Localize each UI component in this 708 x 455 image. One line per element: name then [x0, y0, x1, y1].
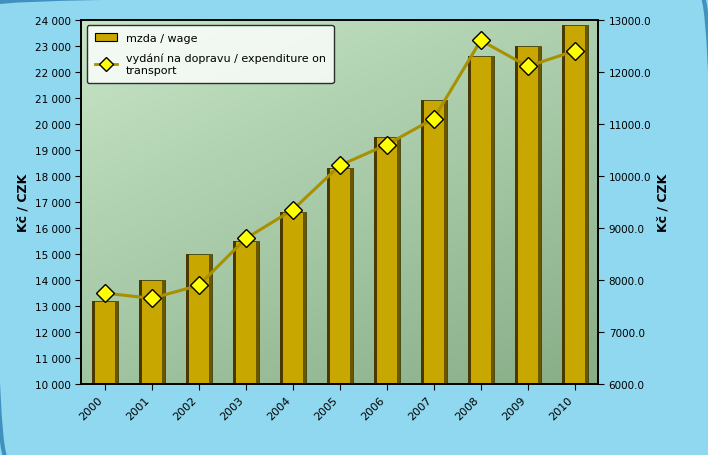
Bar: [139, 280, 142, 384]
Bar: [421, 101, 424, 384]
Bar: [256, 242, 259, 384]
Bar: [280, 213, 283, 384]
Bar: [444, 101, 447, 384]
Bar: [468, 57, 471, 384]
Bar: [161, 280, 165, 384]
Bar: [374, 137, 400, 384]
Bar: [303, 213, 306, 384]
Bar: [139, 280, 165, 384]
Bar: [115, 301, 118, 384]
Y-axis label: Kč / CZK: Kč / CZK: [657, 173, 670, 232]
Bar: [515, 46, 518, 384]
Bar: [515, 46, 541, 384]
Bar: [468, 57, 493, 384]
Bar: [92, 301, 95, 384]
Bar: [562, 25, 565, 384]
Bar: [327, 169, 330, 384]
Bar: [350, 169, 353, 384]
Bar: [186, 254, 212, 384]
Bar: [537, 46, 541, 384]
Bar: [421, 101, 447, 384]
Legend: mzda / wage, vydání na dopravu / expenditure on
transport: mzda / wage, vydání na dopravu / expendi…: [87, 26, 333, 84]
Bar: [280, 213, 306, 384]
Bar: [562, 25, 588, 384]
Bar: [233, 242, 259, 384]
Y-axis label: Kč / CZK: Kč / CZK: [17, 173, 30, 232]
Bar: [327, 169, 353, 384]
Bar: [396, 137, 400, 384]
Bar: [186, 254, 189, 384]
Bar: [209, 254, 212, 384]
Bar: [233, 242, 236, 384]
Bar: [491, 57, 493, 384]
Bar: [92, 301, 118, 384]
Bar: [585, 25, 588, 384]
Bar: [374, 137, 377, 384]
